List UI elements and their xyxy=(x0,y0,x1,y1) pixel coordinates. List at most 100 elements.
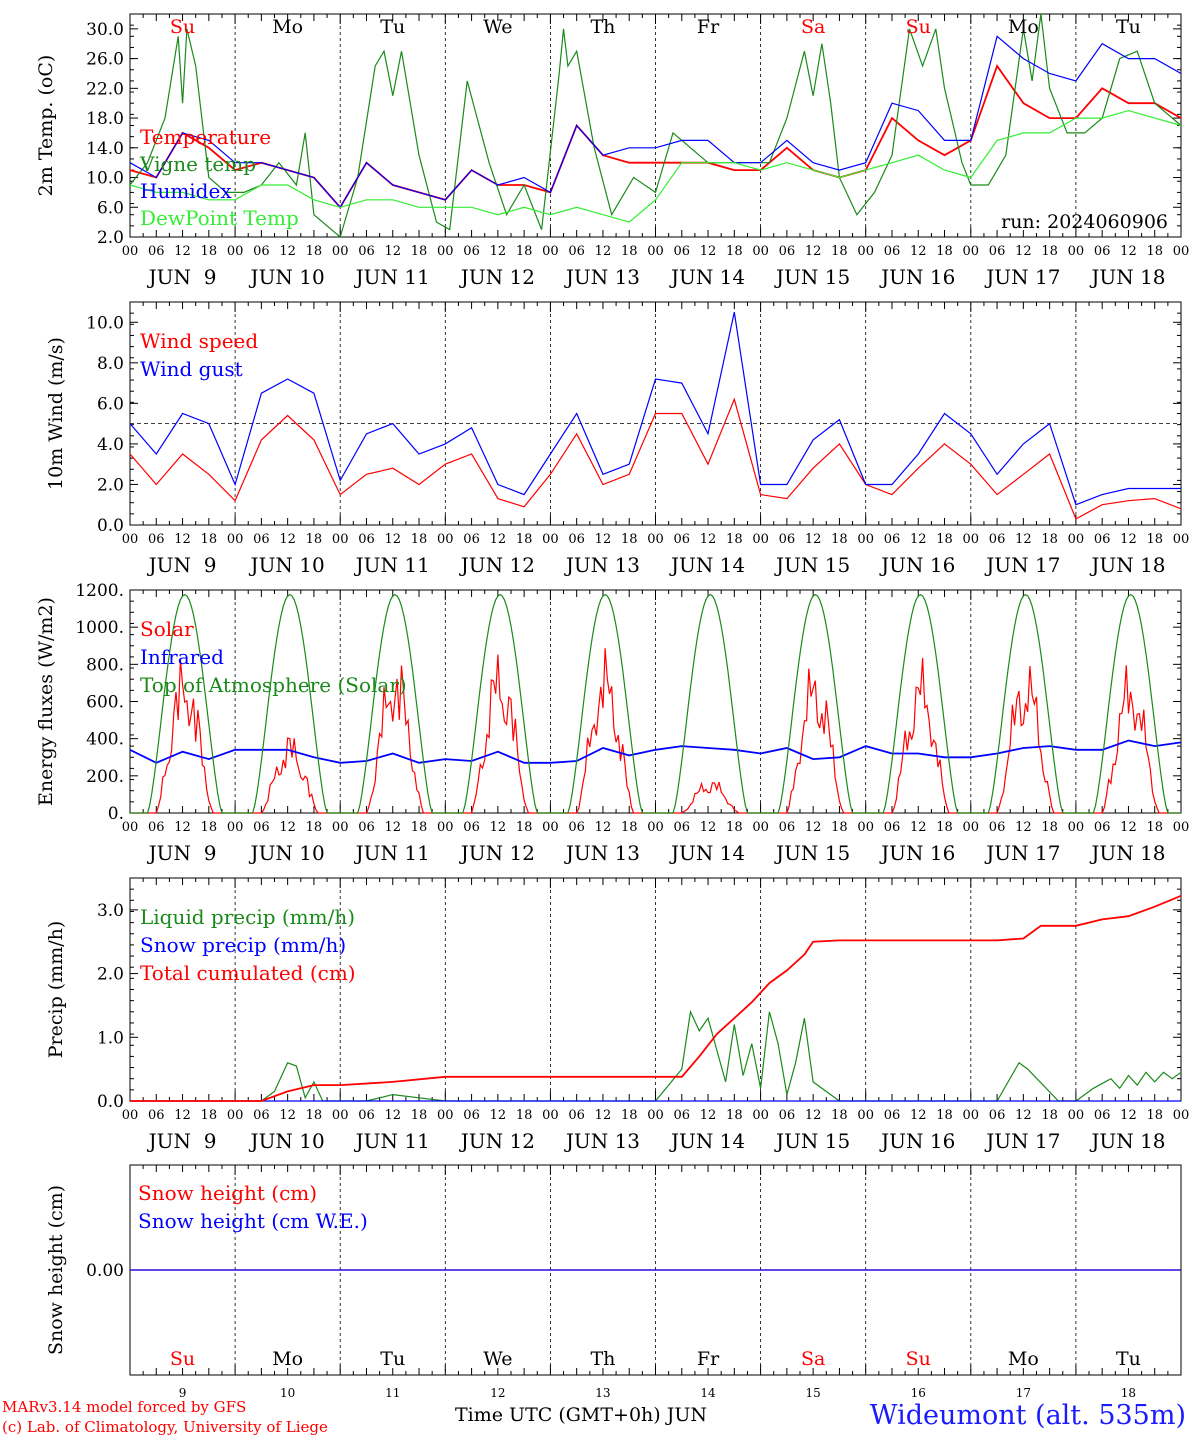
weekday-label: Mo xyxy=(1008,16,1039,38)
hour-tick-label: 06 xyxy=(779,532,796,547)
hour-tick-label: 18 xyxy=(936,532,953,547)
weekday-label: Tu xyxy=(1116,1348,1141,1370)
hour-tick-label: 00 xyxy=(752,244,769,259)
hour-tick-label: 06 xyxy=(884,1108,901,1123)
date-label: JUN 9 xyxy=(147,1129,217,1153)
hour-tick-label: 12 xyxy=(805,532,822,547)
date-label: JUN 12 xyxy=(459,1129,535,1153)
hour-tick-label: 00 xyxy=(122,532,139,547)
y-tick-label: 2.0 xyxy=(97,475,124,495)
hour-tick-label: 00 xyxy=(963,1108,980,1123)
hour-tick-label: 18 xyxy=(1041,1108,1058,1123)
hour-tick-label: 06 xyxy=(779,244,796,259)
hour-tick-label: 06 xyxy=(884,532,901,547)
date-label: JUN 9 xyxy=(147,553,217,577)
legend-entry: Humidex xyxy=(140,179,232,203)
date-label: JUN 18 xyxy=(1089,841,1165,865)
weekday-label: Tu xyxy=(380,1348,405,1370)
hour-tick-label: 18 xyxy=(411,532,428,547)
date-label: JUN 17 xyxy=(984,1129,1060,1153)
temp-frame xyxy=(129,13,1182,238)
hour-tick-label: 06 xyxy=(148,532,165,547)
hour-tick-label: 18 xyxy=(201,532,218,547)
y-tick-label: 2.0 xyxy=(97,228,124,248)
weekday-label: Th xyxy=(590,16,615,38)
hour-tick-label: 18 xyxy=(621,1108,638,1123)
hour-tick-label: 06 xyxy=(148,1108,165,1123)
hour-tick-label: 12 xyxy=(1120,1108,1137,1123)
hour-tick-label: 18 xyxy=(621,820,638,835)
legend-entry: Wind gust xyxy=(140,357,243,381)
series-line-vigne-temp xyxy=(129,13,1182,239)
hour-tick-label: 18 xyxy=(726,820,743,835)
hour-tick-label: 12 xyxy=(279,244,296,259)
hour-tick-label: 12 xyxy=(279,1108,296,1123)
day-number-label: 15 xyxy=(806,1386,821,1400)
energy-frame xyxy=(129,589,1182,814)
hour-tick-label: 00 xyxy=(1068,820,1085,835)
hour-tick-label: 18 xyxy=(831,244,848,259)
panel-snow: 0.00 Snow height (cm) Snow height (cm) Snow… xyxy=(45,1164,1182,1400)
hour-tick-label: 06 xyxy=(148,820,165,835)
hour-tick-label: 18 xyxy=(306,1108,323,1123)
date-label: JUN 17 xyxy=(984,841,1060,865)
hour-tick-label: 12 xyxy=(490,1108,507,1123)
hour-tick-label: 18 xyxy=(726,244,743,259)
hour-tick-label: 12 xyxy=(174,1108,191,1123)
hour-tick-label: 06 xyxy=(674,244,691,259)
y-tick-label: 1000. xyxy=(75,618,124,638)
date-label: JUN 12 xyxy=(459,265,535,289)
hour-tick-label: 12 xyxy=(1120,244,1137,259)
date-label: JUN 12 xyxy=(459,841,535,865)
y-tick-label: 0.00 xyxy=(86,1261,124,1281)
hour-tick-label: 00 xyxy=(122,1108,139,1123)
legend-entry: Vigne temp xyxy=(139,152,256,176)
y-tick-label: 800. xyxy=(86,655,124,675)
hour-tick-label: 12 xyxy=(700,820,717,835)
hour-tick-label: 18 xyxy=(936,244,953,259)
day-number-label: 13 xyxy=(595,1386,610,1400)
hour-tick-label: 12 xyxy=(1015,244,1032,259)
hour-tick-label: 00 xyxy=(542,820,559,835)
hour-tick-label: 12 xyxy=(595,1108,612,1123)
time-axis-label: Time UTC (GMT+0h) JUN xyxy=(455,1404,707,1426)
y-tick-label: 0.0 xyxy=(97,516,124,536)
y-tick-label: 2.0 xyxy=(97,965,124,985)
hour-tick-label: 00 xyxy=(122,820,139,835)
hour-tick-label: 18 xyxy=(1041,244,1058,259)
y-tick-label: 3.0 xyxy=(97,901,124,921)
weekday-label: Su xyxy=(906,1348,931,1370)
hour-tick-label: 18 xyxy=(1041,532,1058,547)
hour-tick-label: 18 xyxy=(1146,532,1163,547)
weekday-label: Su xyxy=(170,1348,195,1370)
hour-tick-label: 18 xyxy=(936,1108,953,1123)
hour-tick-label: 18 xyxy=(306,532,323,547)
hour-tick-label: 00 xyxy=(437,532,454,547)
hour-tick-label: 18 xyxy=(936,820,953,835)
weekday-label: Mo xyxy=(1008,1348,1039,1370)
hour-tick-label: 00 xyxy=(647,532,664,547)
weekday-label: We xyxy=(483,1348,512,1370)
day-number-label: 18 xyxy=(1121,1386,1136,1400)
lab-credit: (c) Lab. of Climatology, University of L… xyxy=(2,1418,328,1436)
hour-tick-label: 12 xyxy=(384,532,401,547)
date-label: JUN 14 xyxy=(669,841,745,865)
hour-tick-label: 00 xyxy=(437,244,454,259)
hour-tick-label: 12 xyxy=(595,532,612,547)
weekday-label: Tu xyxy=(1116,16,1141,38)
legend-entry: Infrared xyxy=(140,645,224,669)
hour-tick-label: 18 xyxy=(411,1108,428,1123)
hour-tick-label: 12 xyxy=(700,244,717,259)
hour-tick-label: 18 xyxy=(726,532,743,547)
series-line-dewpoint-temp xyxy=(129,109,1182,223)
series-line-top-of-atmosphere-solar- xyxy=(130,593,1181,814)
hour-tick-label: 06 xyxy=(253,1108,270,1123)
hour-tick-label: 00 xyxy=(963,244,980,259)
hour-tick-label: 12 xyxy=(910,820,927,835)
weekday-label: Mo xyxy=(272,1348,303,1370)
legend-entry: Snow precip (mm/h) xyxy=(140,933,346,957)
series-line-humidex xyxy=(129,35,1182,209)
y-tick-label: 0.0 xyxy=(97,1092,124,1112)
hour-tick-label: 00 xyxy=(857,820,874,835)
date-label: JUN 15 xyxy=(774,841,850,865)
